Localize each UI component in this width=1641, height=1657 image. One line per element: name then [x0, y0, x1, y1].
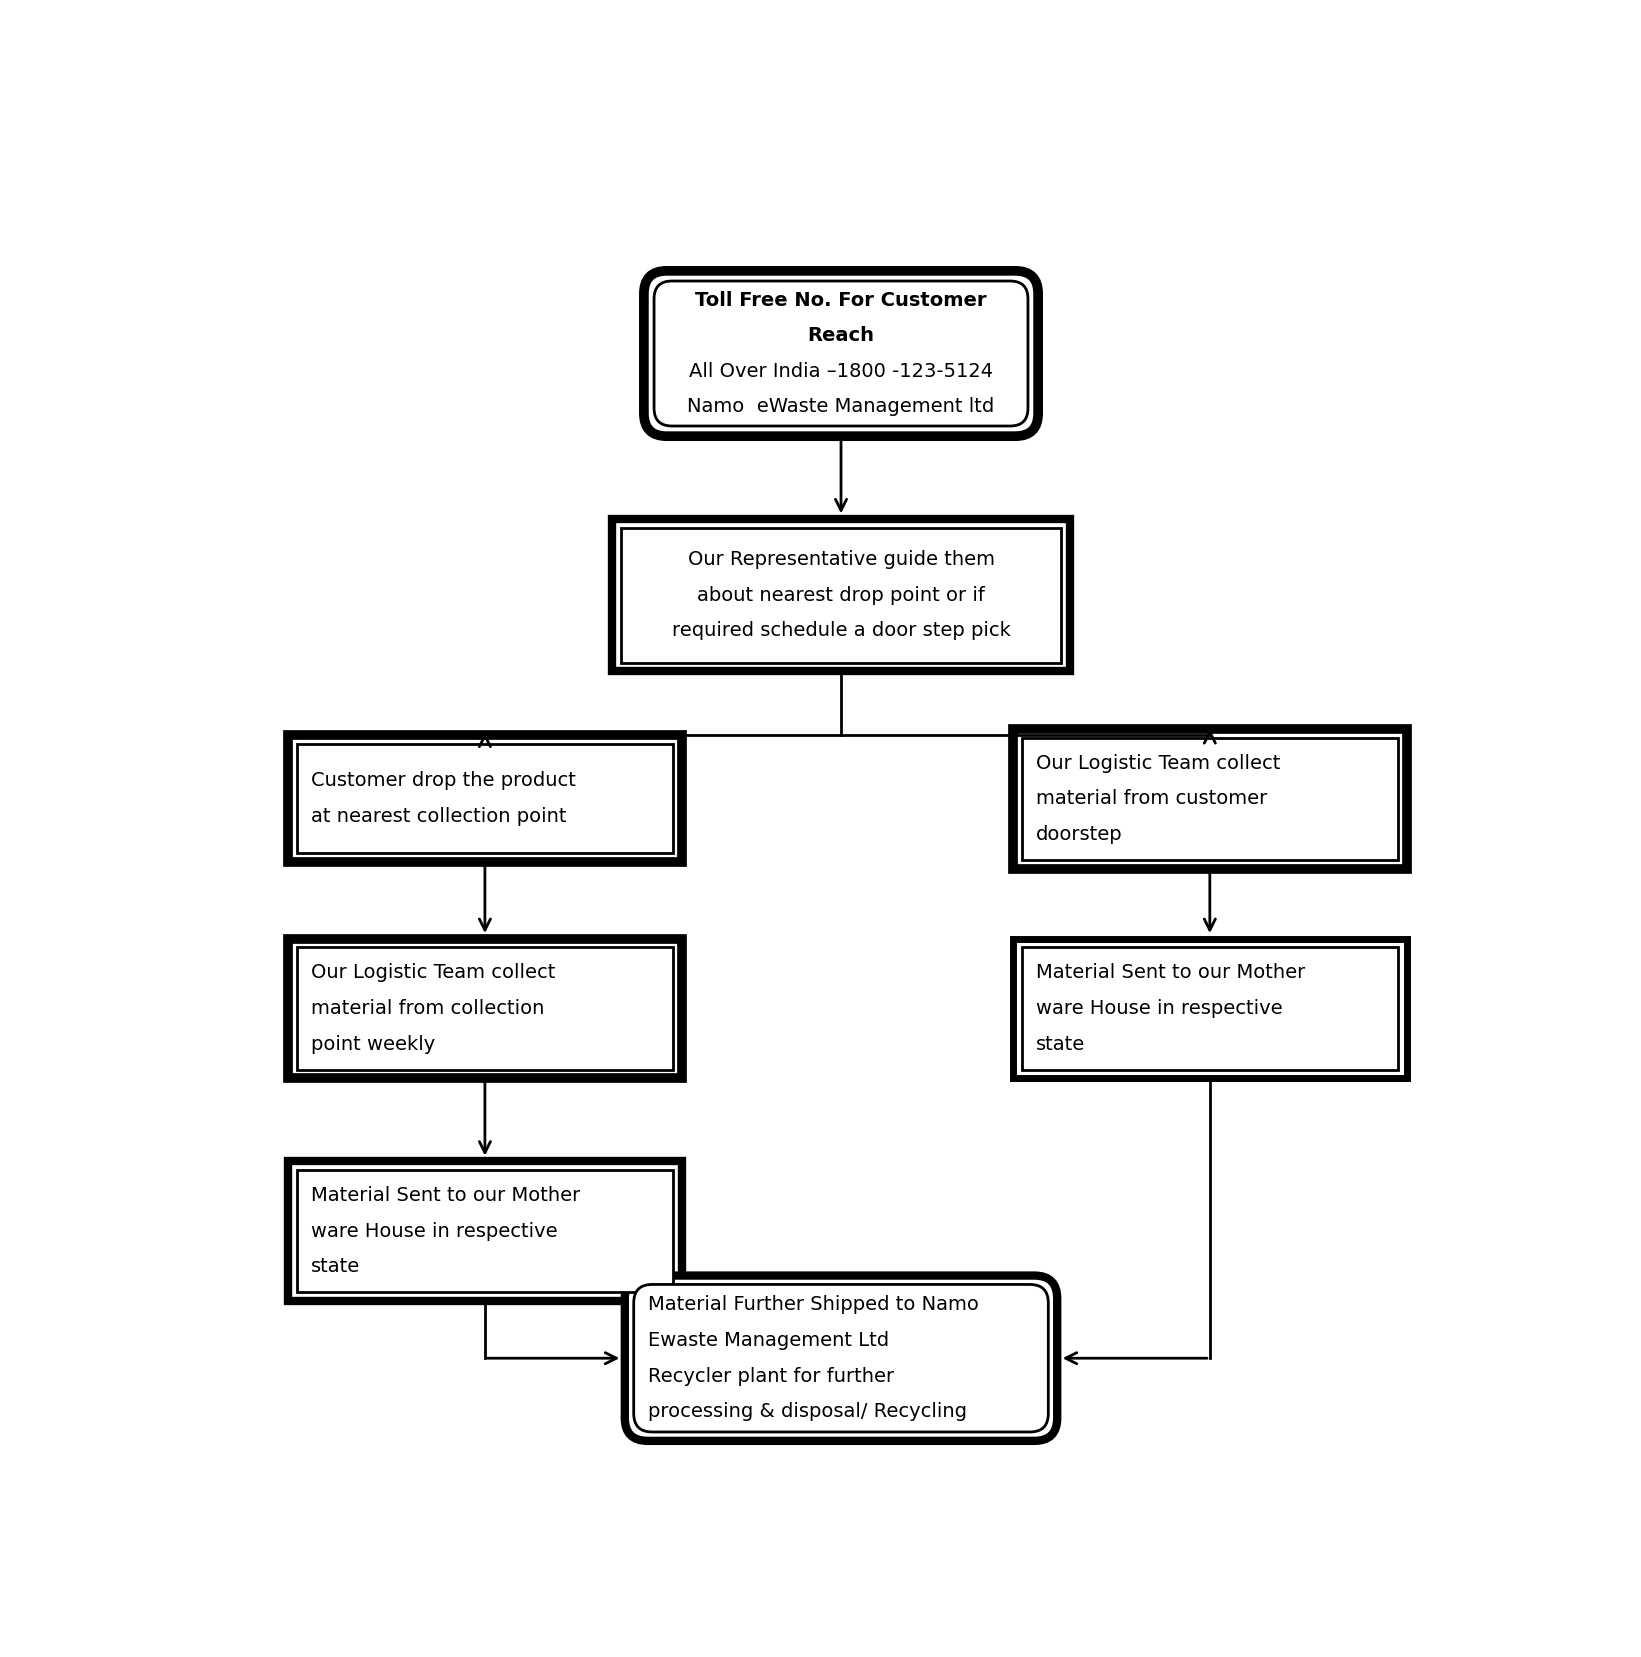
Text: Customer drop the product: Customer drop the product	[310, 771, 576, 790]
Text: about nearest drop point or if: about nearest drop point or if	[697, 585, 985, 605]
Text: material from customer: material from customer	[1035, 789, 1267, 809]
Text: Material Sent to our Mother: Material Sent to our Mother	[310, 1186, 579, 1205]
Bar	[287, 736, 683, 862]
Text: processing & disposal/ Recycling: processing & disposal/ Recycling	[648, 1402, 967, 1422]
FancyBboxPatch shape	[655, 282, 1027, 426]
Text: Reach: Reach	[807, 326, 875, 345]
FancyBboxPatch shape	[625, 1276, 1057, 1442]
Text: required schedule a door step pick: required schedule a door step pick	[671, 621, 1011, 640]
FancyBboxPatch shape	[633, 1284, 1049, 1432]
Text: Our Logistic Team collect: Our Logistic Team collect	[310, 963, 555, 983]
Bar	[1012, 938, 1406, 1079]
Bar	[287, 1162, 683, 1301]
Text: ware House in respective: ware House in respective	[310, 1221, 558, 1241]
FancyBboxPatch shape	[643, 270, 1039, 436]
Bar	[297, 948, 673, 1069]
Text: Material Sent to our Mother: Material Sent to our Mother	[1035, 963, 1305, 983]
Text: state: state	[310, 1258, 359, 1276]
Bar	[1022, 948, 1398, 1069]
Bar	[287, 938, 683, 1079]
Text: Recycler plant for further: Recycler plant for further	[648, 1367, 894, 1385]
Text: point weekly: point weekly	[310, 1034, 435, 1054]
Bar	[612, 519, 1070, 671]
Text: Namo  eWaste Management ltd: Namo eWaste Management ltd	[688, 398, 994, 416]
Text: state: state	[1035, 1034, 1085, 1054]
Bar	[1012, 729, 1406, 868]
Bar	[297, 744, 673, 853]
Bar	[297, 1170, 673, 1292]
Text: doorstep: doorstep	[1035, 825, 1122, 843]
Text: Our Logistic Team collect: Our Logistic Team collect	[1035, 754, 1280, 772]
Text: ware House in respective: ware House in respective	[1035, 999, 1282, 1017]
Text: All Over India –1800 -123-5124: All Over India –1800 -123-5124	[689, 361, 993, 381]
Bar	[620, 527, 1062, 663]
Text: material from collection: material from collection	[310, 999, 545, 1017]
Text: Our Representative guide them: Our Representative guide them	[688, 550, 994, 568]
Text: Toll Free No. For Customer: Toll Free No. For Customer	[696, 290, 986, 310]
Bar	[1022, 737, 1398, 860]
Text: Ewaste Management Ltd: Ewaste Management Ltd	[648, 1331, 889, 1350]
Text: at nearest collection point: at nearest collection point	[310, 807, 566, 825]
Text: Material Further Shipped to Namo: Material Further Shipped to Namo	[648, 1296, 978, 1314]
